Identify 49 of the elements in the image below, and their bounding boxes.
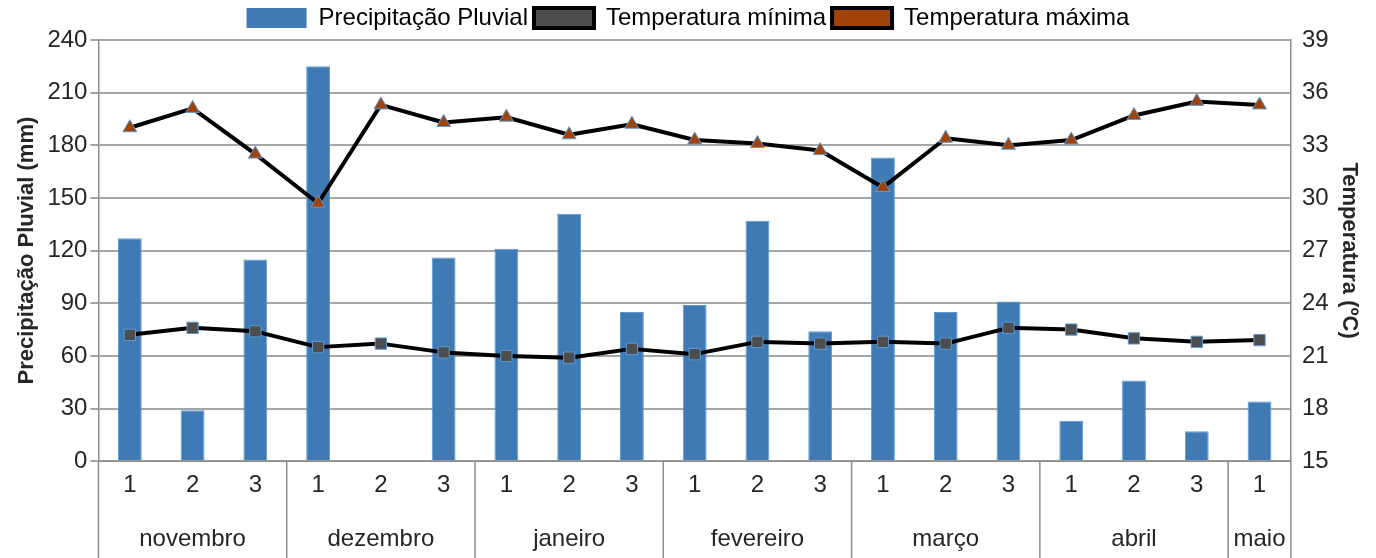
text: novembro [139,523,246,551]
x-tick-label: 1 [1064,470,1078,498]
y-tick-label: 60 [60,340,88,368]
y2-tick-label: 33 [1301,129,1329,157]
y-tick-label: 0 [74,445,88,473]
legend-label: Precipitação Pluvial [318,2,528,30]
legend-label: Temperatura mínima [605,2,827,30]
y-tick-label: 240 [47,24,88,52]
text: maio [1233,523,1286,551]
y-axis-title: Precipitação Pluvial (mm) [13,116,39,385]
text: fevereiro [710,523,805,551]
x-tick-label: 1 [499,470,514,498]
y2-tick-label: 18 [1301,393,1329,421]
x-tick-label: 2 [562,470,576,498]
x-tick-label: 1 [1252,470,1267,498]
y2-tick-label: 30 [1301,182,1329,210]
legend-label: Temperatura máxima [904,2,1131,30]
y-tick-label: 210 [47,77,88,105]
text: março [912,523,980,551]
x-tick-label: 3 [813,470,827,498]
x-tick-label: 2 [939,470,953,498]
y2-tick-label: 24 [1301,287,1329,315]
x-tick-label: 1 [311,470,325,498]
x-tick-label: 2 [374,470,388,498]
x-tick-label: 1 [876,470,890,498]
y2-tick-label: 39 [1301,24,1329,52]
x-tick-label: 1 [687,470,702,498]
text: abril [1111,523,1157,551]
text: janeiro [532,523,606,551]
x-tick-label: 3 [1190,470,1204,498]
x-tick-label: 3 [1001,470,1016,498]
x-tick-label: 2 [185,470,200,498]
y-tick-label: 120 [47,235,88,263]
y-tick-label: 150 [47,182,88,210]
y-tick-label: 30 [60,393,88,421]
x-tick-label: 2 [750,470,765,498]
x-tick-label: 2 [1127,470,1141,498]
text: dezembro [327,523,435,551]
y2-tick-label: 27 [1301,235,1329,263]
y-tick-label: 90 [60,287,88,315]
y2-tick-label: 21 [1301,340,1329,368]
x-tick-label: 3 [248,470,263,498]
y2-tick-label: 15 [1301,445,1329,473]
y2-axis-title: Temperatura (ºC) [1337,162,1363,339]
y2-tick-label: 36 [1301,77,1329,105]
x-tick-label: 1 [123,470,137,498]
x-tick-label: 3 [436,470,451,498]
x-tick-label: 3 [625,470,639,498]
y-tick-label: 180 [47,129,88,157]
